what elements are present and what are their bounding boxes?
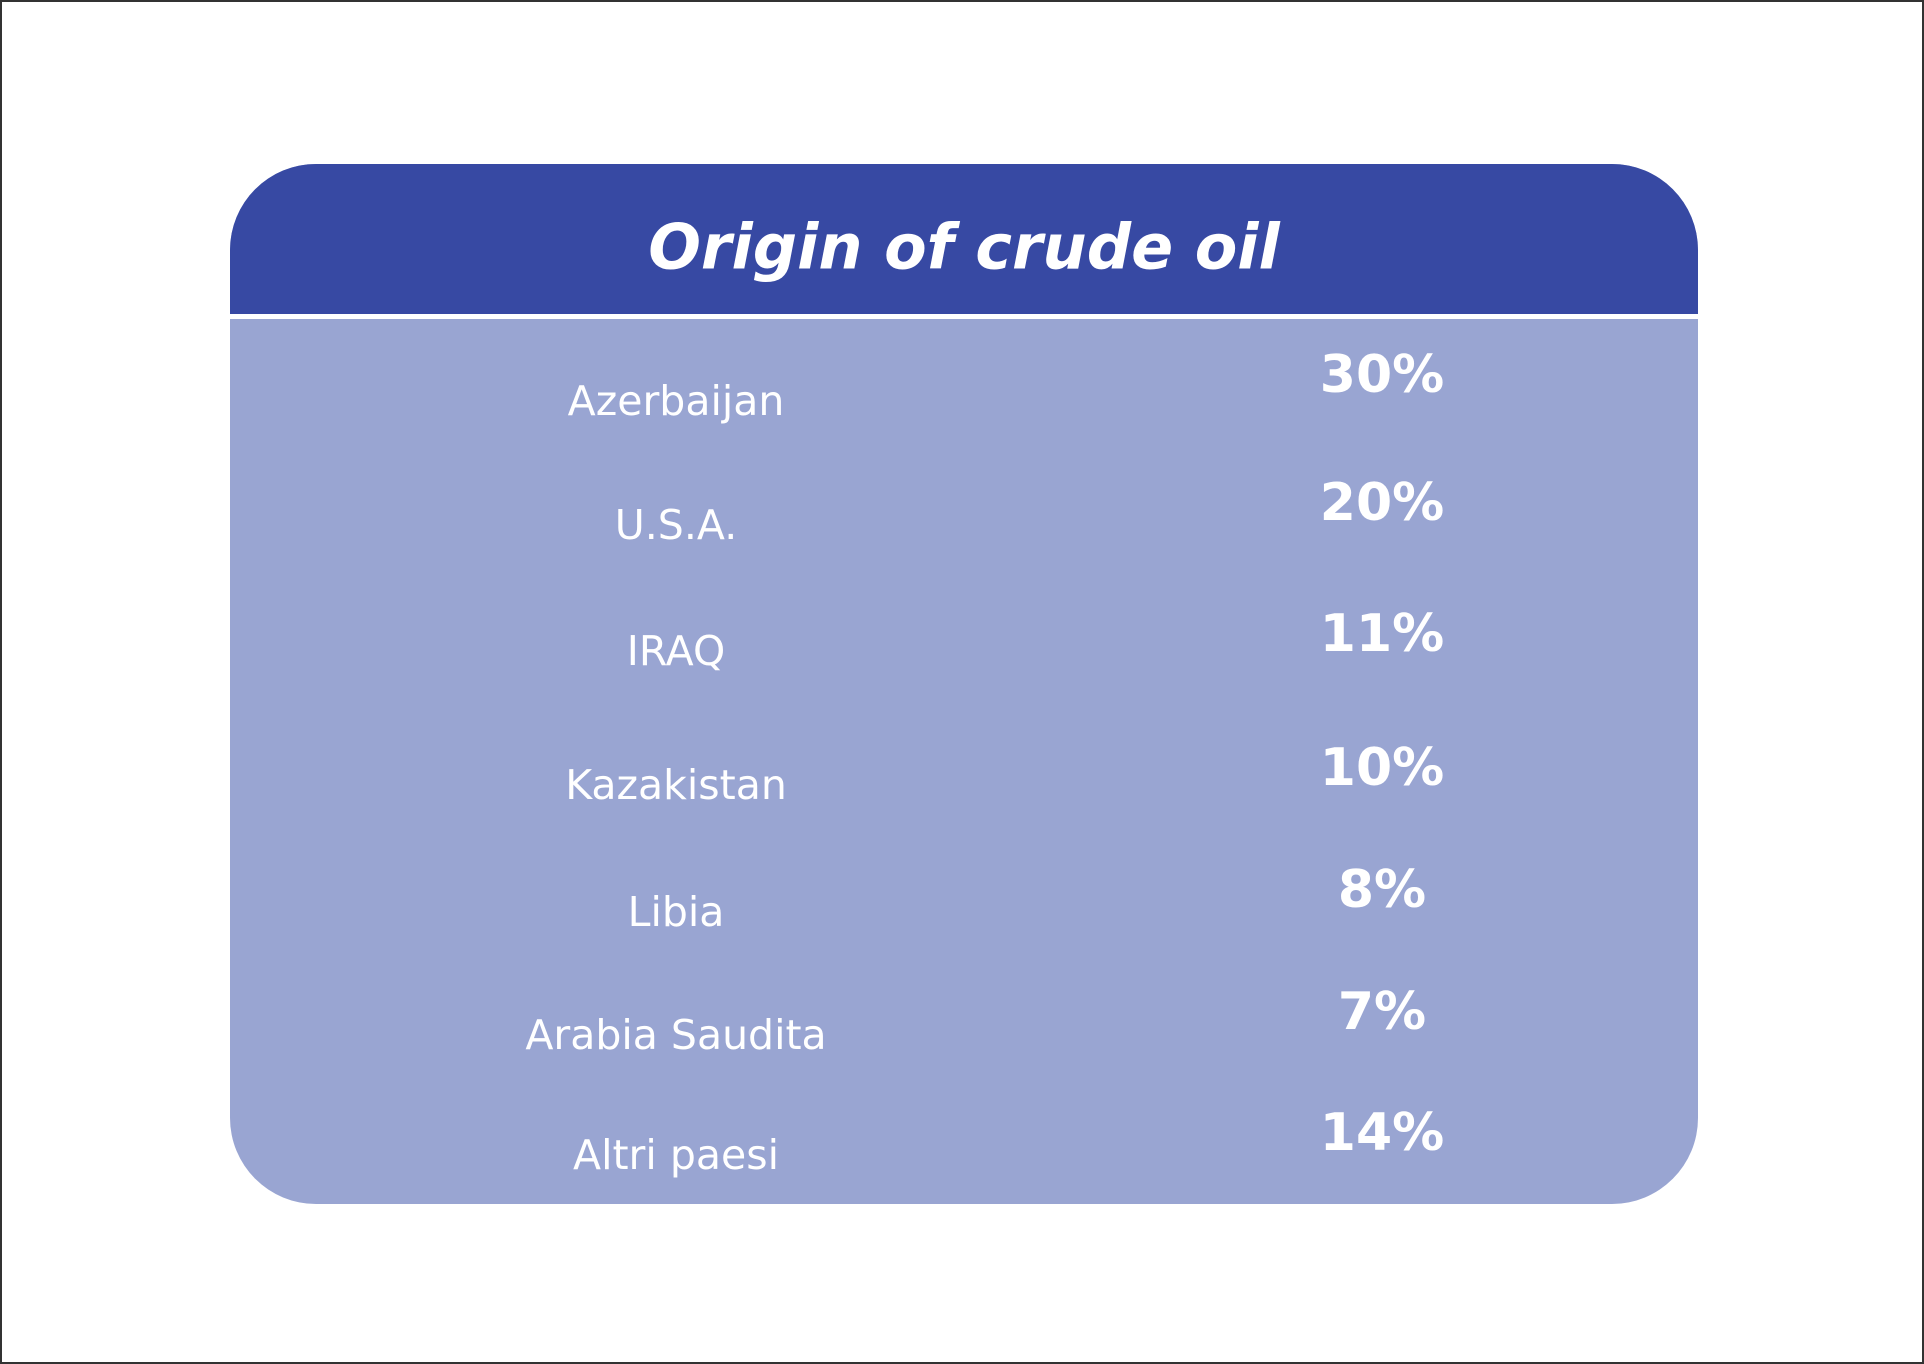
country-name: IRAQ	[626, 627, 726, 675]
share-value: 10%	[1319, 738, 1445, 798]
share-value: 8%	[1337, 860, 1427, 920]
share-value: 11%	[1319, 604, 1445, 664]
table-title: Origin of crude oil	[648, 210, 1280, 284]
country-name: Arabia Saudita	[525, 1011, 827, 1059]
country-name: Azerbaijan	[567, 377, 785, 425]
country-name: Kazakistan	[565, 761, 787, 809]
country-name: U.S.A.	[614, 501, 738, 549]
share-value: 7%	[1337, 982, 1427, 1042]
share-value: 14%	[1319, 1103, 1445, 1163]
share-value: 20%	[1319, 473, 1445, 533]
country-name: Altri paesi	[573, 1131, 779, 1179]
share-value: 30%	[1319, 345, 1445, 405]
country-name: Libia	[627, 888, 725, 936]
table-header: Origin of crude oil	[230, 164, 1698, 319]
table-card: Origin of crude oil Azerbaijan 30% U.S.A. 2…	[230, 164, 1698, 1204]
